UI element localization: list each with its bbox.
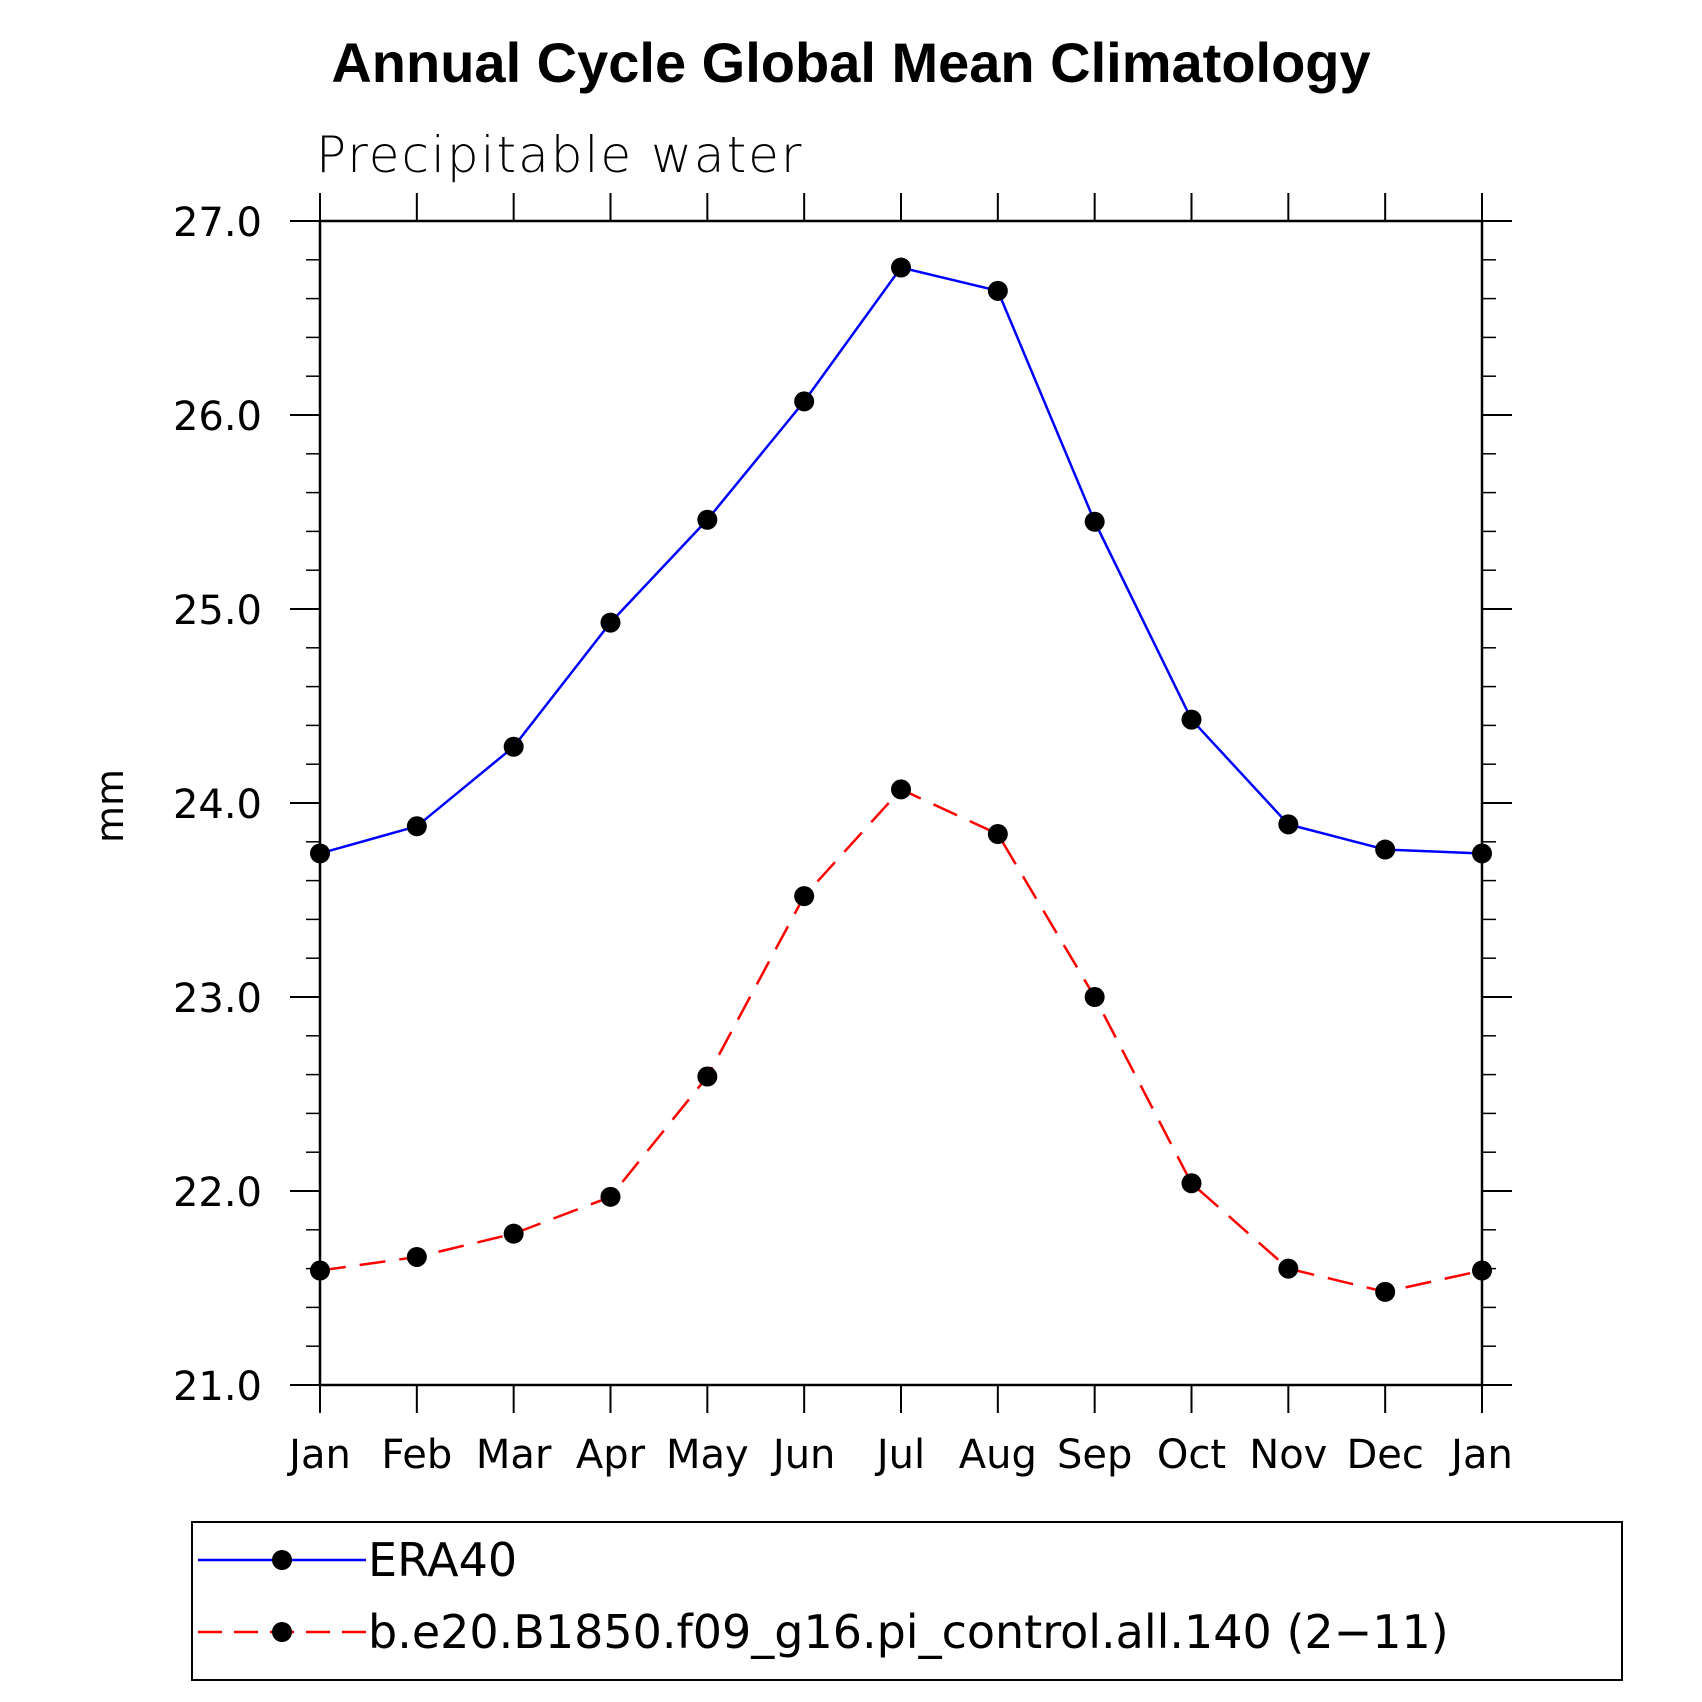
legend-label: ERA40 [368, 1533, 517, 1587]
x-tick-label: Apr [576, 1432, 646, 1478]
data-point [1278, 1258, 1299, 1279]
chart-title: Annual Cycle Global Mean Climatology [331, 31, 1370, 94]
data-point [1472, 1260, 1492, 1281]
series-line [319, 787, 1483, 1294]
legend-box [191, 1521, 1623, 1681]
data-point [1472, 843, 1492, 864]
data-point [310, 843, 330, 864]
data-point [1181, 1173, 1202, 1194]
legend-item-2: b.e20.B1850.f09_g16.pi_control.all.140 (… [198, 1605, 1449, 1659]
data-point [987, 280, 1008, 301]
legend-item-1: ERA40 [198, 1533, 517, 1587]
data-point [891, 779, 911, 800]
plot-frame [318, 219, 1484, 1387]
y-tick-label: 21.0 [173, 1364, 262, 1410]
data-point [406, 1246, 427, 1267]
data-point [503, 736, 524, 757]
data-point [697, 509, 718, 530]
x-tick-label: Feb [381, 1432, 452, 1478]
x-tick-label: Oct [1157, 1432, 1226, 1478]
series-layer [310, 257, 1492, 1302]
data-point [1375, 839, 1396, 860]
y-tick-label: 26.0 [173, 394, 262, 440]
legend-label: b.e20.B1850.f09_g16.pi_control.all.140 (… [368, 1605, 1449, 1659]
x-tick-label: Jan [286, 1432, 351, 1478]
plot-border [318, 219, 1484, 1387]
data-point [697, 1066, 718, 1087]
x-tick-label: Nov [1249, 1432, 1327, 1478]
y-tick-label: 27.0 [173, 200, 262, 246]
x-tick-label: Aug [959, 1432, 1037, 1478]
series-1 [310, 257, 1492, 864]
data-point [600, 612, 621, 633]
x-tick-label: Jul [874, 1432, 925, 1478]
data-point [600, 1186, 621, 1207]
data-point [1084, 987, 1105, 1007]
data-point [794, 886, 815, 907]
y-tick-label: 22.0 [173, 1170, 262, 1216]
x-tick-label: Dec [1346, 1432, 1423, 1478]
x-tick-label: Sep [1057, 1432, 1132, 1478]
x-tick-label: Jun [770, 1432, 836, 1478]
series-line [319, 266, 1483, 855]
y-tick-label: 25.0 [173, 588, 262, 634]
y-axis-label: mm [88, 769, 132, 843]
chart-subtitle: Precipitable water [316, 126, 804, 184]
data-point [794, 391, 815, 412]
data-point [891, 257, 911, 278]
data-point [987, 824, 1008, 845]
x-tick-label: May [666, 1432, 749, 1478]
data-point [406, 816, 427, 837]
x-tick-label: Jan [1448, 1432, 1513, 1478]
legend: ERA40 b.e20.B1850.f09_g16.pi_control.all.… [191, 1521, 1623, 1681]
data-point [503, 1223, 524, 1244]
x-tick-label: Mar [476, 1432, 552, 1478]
series-2 [310, 779, 1492, 1302]
y-tick-label: 23.0 [173, 976, 262, 1022]
y-axis: 21.0 22.0 23.0 24.0 25.0 26.0 27.0 [173, 200, 1512, 1410]
x-axis: Jan Feb Mar Apr May Jun Jul Aug Sep Oct Nov Dec Jan [286, 193, 1513, 1478]
legend-marker [272, 1622, 292, 1642]
legend-marker [272, 1550, 292, 1570]
data-point [1181, 709, 1202, 730]
data-point [1278, 814, 1299, 835]
data-point [310, 1260, 330, 1281]
y-tick-label: 24.0 [173, 782, 262, 828]
data-point [1084, 511, 1105, 532]
data-point [1375, 1281, 1396, 1302]
